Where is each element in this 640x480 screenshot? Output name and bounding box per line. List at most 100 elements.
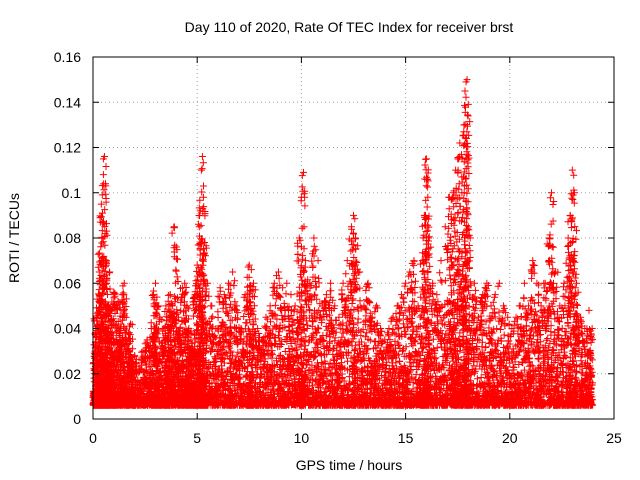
data-point bbox=[445, 193, 453, 201]
y-tick-label: 0.02 bbox=[54, 366, 81, 382]
data-point bbox=[299, 168, 307, 176]
data-point bbox=[143, 336, 151, 344]
data-point bbox=[196, 207, 204, 215]
data-point bbox=[181, 279, 189, 287]
data-point bbox=[414, 302, 422, 310]
data-point bbox=[266, 302, 274, 310]
data-point bbox=[570, 189, 578, 197]
data-point bbox=[529, 257, 537, 265]
data-point bbox=[322, 291, 330, 299]
data-point bbox=[491, 291, 499, 299]
data-point bbox=[454, 155, 462, 163]
data-point bbox=[162, 302, 170, 310]
x-tick-label: 25 bbox=[606, 430, 622, 446]
data-point bbox=[466, 234, 474, 242]
data-point bbox=[90, 388, 98, 396]
data-point bbox=[516, 302, 524, 310]
data-point bbox=[120, 279, 128, 287]
data-point bbox=[295, 234, 303, 242]
x-tick-label: 0 bbox=[89, 430, 97, 446]
data-point bbox=[191, 291, 199, 299]
data-point bbox=[110, 288, 118, 296]
data-point bbox=[418, 257, 426, 265]
data-point bbox=[139, 347, 147, 355]
data-point bbox=[460, 121, 468, 129]
y-tick-label: 0 bbox=[73, 411, 81, 427]
data-point bbox=[185, 325, 193, 332]
data-point bbox=[212, 325, 220, 332]
data-point bbox=[441, 223, 449, 231]
data-point bbox=[147, 325, 155, 332]
data-point bbox=[339, 279, 347, 287]
data-point bbox=[177, 347, 185, 355]
data-point bbox=[568, 166, 576, 174]
data-point bbox=[504, 313, 512, 321]
x-tick-label: 5 bbox=[193, 430, 201, 446]
data-point bbox=[199, 193, 207, 201]
data-point bbox=[314, 257, 322, 265]
data-point bbox=[102, 180, 110, 188]
data-point bbox=[564, 234, 572, 242]
data-point bbox=[368, 313, 376, 321]
data-point bbox=[450, 189, 458, 197]
data-point bbox=[129, 358, 137, 366]
data-point bbox=[233, 302, 241, 310]
y-tick-label: 0.16 bbox=[54, 49, 81, 65]
data-point bbox=[283, 279, 291, 287]
data-point bbox=[406, 268, 414, 276]
data-point bbox=[423, 175, 431, 183]
data-point bbox=[166, 291, 174, 299]
data-point bbox=[254, 325, 262, 332]
data-point bbox=[331, 302, 339, 310]
y-axis-label: ROTI / TECUs bbox=[6, 193, 22, 283]
data-point bbox=[274, 268, 282, 276]
data-point bbox=[100, 153, 108, 161]
x-axis-label: GPS time / hours bbox=[296, 457, 403, 473]
data-point bbox=[456, 139, 464, 147]
data-point bbox=[512, 313, 520, 321]
y-tick-label: 0.08 bbox=[54, 230, 81, 246]
data-point bbox=[452, 166, 460, 174]
data-point bbox=[525, 302, 533, 310]
data-point bbox=[204, 279, 212, 287]
data-point bbox=[327, 279, 335, 287]
data-point bbox=[152, 279, 160, 287]
data-point bbox=[343, 257, 351, 265]
data-point bbox=[433, 291, 441, 299]
data-point bbox=[533, 279, 541, 287]
data-point bbox=[112, 347, 120, 355]
data-point bbox=[464, 112, 472, 120]
data-point bbox=[118, 291, 126, 299]
y-tick-label: 0.14 bbox=[54, 94, 81, 110]
data-point bbox=[237, 325, 245, 332]
data-point bbox=[577, 313, 585, 321]
data-point bbox=[170, 223, 178, 231]
data-point bbox=[131, 352, 139, 360]
data-point bbox=[245, 261, 253, 269]
data-point bbox=[168, 302, 176, 310]
chart-title: Day 110 of 2020, Rate Of TEC Index for r… bbox=[185, 19, 514, 35]
data-point bbox=[352, 234, 360, 242]
y-tick-label: 0.04 bbox=[54, 321, 81, 337]
data-point bbox=[389, 313, 397, 321]
data-point bbox=[224, 279, 232, 287]
data-point bbox=[247, 266, 255, 274]
data-point bbox=[92, 313, 100, 321]
data-point bbox=[179, 284, 187, 292]
data-point bbox=[279, 284, 287, 292]
data-point bbox=[105, 329, 113, 337]
data-point bbox=[556, 302, 564, 310]
data-point bbox=[287, 291, 295, 299]
data-point bbox=[156, 313, 164, 321]
data-point bbox=[470, 279, 478, 287]
data-point bbox=[93, 295, 101, 303]
data-point bbox=[297, 193, 305, 201]
data-point bbox=[108, 306, 116, 314]
data-point bbox=[429, 279, 437, 287]
data-point bbox=[463, 76, 471, 84]
y-tick-labels: 0 0.02 0.04 0.06 0.08 0.1 0.12 0.14 0.16 bbox=[54, 49, 81, 427]
data-point bbox=[197, 166, 205, 174]
data-point bbox=[495, 279, 503, 287]
x-tick-labels: 0 5 10 15 20 25 bbox=[89, 430, 622, 446]
